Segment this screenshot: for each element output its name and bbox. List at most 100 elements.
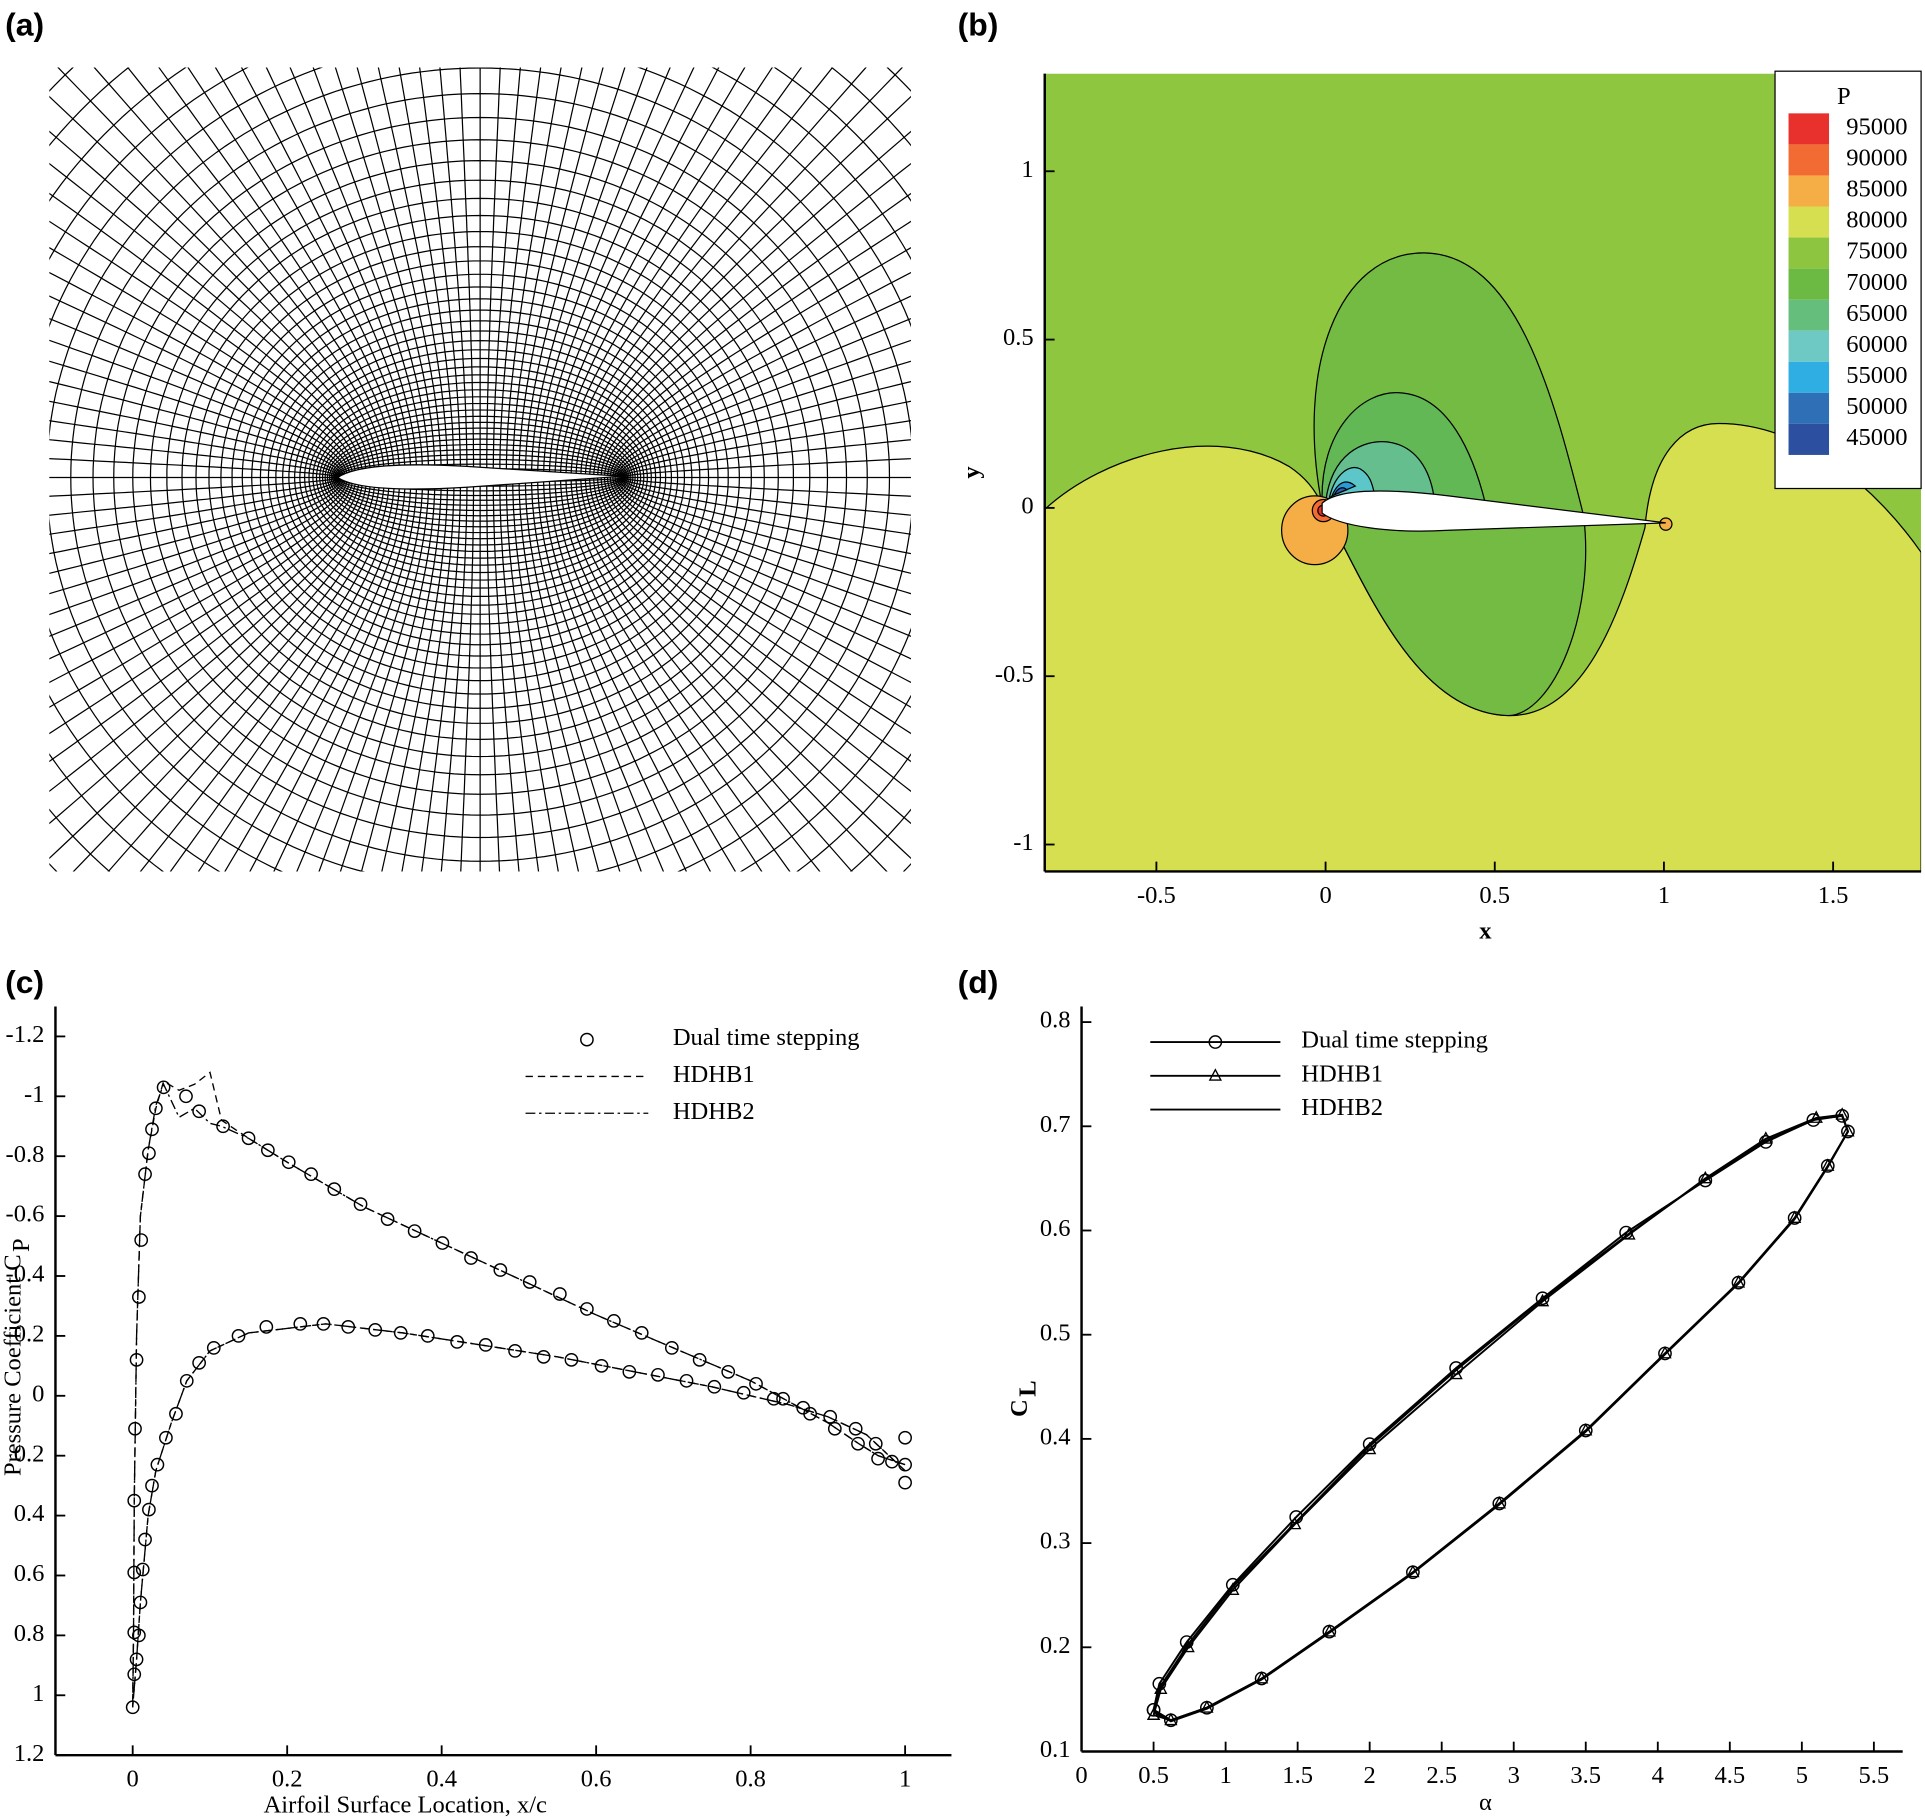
y-tick-label: -0.4 <box>6 1261 45 1288</box>
marker <box>1809 1110 1823 1123</box>
x-tick-label: 4 <box>1652 1762 1664 1789</box>
x-tick-label: 0 <box>1319 882 1331 909</box>
marker <box>1154 1681 1168 1694</box>
mesh-line <box>619 477 911 555</box>
marker <box>1759 1131 1773 1144</box>
marker <box>353 1197 368 1211</box>
mesh-line <box>606 477 911 684</box>
legend-marker <box>580 1032 594 1047</box>
mesh-line <box>518 477 600 872</box>
mesh-line <box>499 477 540 872</box>
marker <box>1698 1173 1713 1188</box>
colorbar-swatch <box>1788 237 1830 269</box>
x-tick-label: 3 <box>1508 1762 1520 1789</box>
marker <box>464 1251 478 1265</box>
x-tick-label: 0 <box>1075 1762 1087 1789</box>
colorbar-swatch <box>1788 423 1830 455</box>
mesh-line <box>554 67 746 478</box>
panel-label: (d) <box>958 964 999 1000</box>
y-tick-label: 0.3 <box>1040 1528 1071 1555</box>
mesh-line <box>596 477 911 763</box>
mesh-line <box>554 477 737 872</box>
y-tick-label: 0.8 <box>1040 1007 1071 1034</box>
mesh-line <box>187 67 401 478</box>
series-line <box>1152 1114 1850 1722</box>
marker <box>536 1349 551 1364</box>
series-line <box>131 1082 906 1708</box>
mesh-line <box>49 477 343 574</box>
mesh-line <box>609 477 911 660</box>
marker <box>156 1080 171 1095</box>
mesh-line <box>49 477 339 516</box>
colorbar-swatch <box>1788 299 1830 331</box>
x-tick-label: 5 <box>1796 1762 1808 1789</box>
x-tick-label: 0 <box>127 1766 139 1793</box>
mesh-line <box>360 477 442 872</box>
marker <box>281 1155 296 1170</box>
mesh-line <box>49 477 341 555</box>
mesh-line <box>318 477 430 872</box>
y-tick-label: 0 <box>1021 493 1033 520</box>
x-axis-label: α <box>1479 1789 1492 1816</box>
y-tick-label: 0.2 <box>1040 1632 1071 1659</box>
marker <box>260 1143 275 1158</box>
y-tick-label: -0.6 <box>6 1201 45 1228</box>
mesh-line <box>530 67 648 478</box>
airfoil <box>336 464 623 490</box>
marker <box>169 1406 183 1421</box>
x-tick-label: 1.5 <box>1282 1762 1313 1789</box>
mesh-line <box>356 67 442 478</box>
mesh-line <box>612 477 911 637</box>
x-tick-label: 4.5 <box>1714 1762 1745 1789</box>
y-axis-label-subscript: L <box>1015 1380 1042 1396</box>
marker <box>823 1409 838 1424</box>
mesh-line <box>589 130 911 478</box>
mesh-line <box>584 477 911 860</box>
mesh-line <box>49 360 344 478</box>
marker <box>125 1700 140 1715</box>
y-tick-label: 0.1 <box>1040 1736 1071 1763</box>
mesh-line <box>197 477 401 872</box>
colorbar-swatch <box>1788 392 1830 424</box>
mesh-line <box>619 400 911 478</box>
mesh-line <box>421 477 462 872</box>
mesh-line <box>419 67 462 478</box>
x-tick-label: 0.4 <box>426 1766 457 1793</box>
y-tick-label: 0.5 <box>1003 324 1034 351</box>
marker <box>304 1167 318 1182</box>
marker <box>159 1430 173 1445</box>
mesh-line <box>49 477 344 595</box>
y-tick-label: 0.5 <box>1040 1319 1071 1346</box>
y-axis-label: y <box>958 466 985 479</box>
mesh-line <box>548 67 720 478</box>
x-tick-label: 0.5 <box>1479 882 1510 909</box>
mesh-line <box>621 439 911 478</box>
mesh-line <box>49 477 372 825</box>
marker <box>692 1352 707 1367</box>
marker <box>216 1119 230 1134</box>
x-tick-label: 5.5 <box>1859 1762 1890 1789</box>
mesh-line <box>492 477 520 872</box>
mesh-line <box>107 477 385 872</box>
mesh-line <box>339 477 436 872</box>
marker <box>259 1320 274 1334</box>
marker <box>607 1314 621 1328</box>
x-tick-label: 1 <box>899 1766 911 1793</box>
marker <box>231 1329 246 1343</box>
mesh-line <box>127 67 390 478</box>
legend-marker <box>1208 1068 1222 1081</box>
series-line <box>1152 1114 1850 1723</box>
marker <box>871 1451 885 1466</box>
marker <box>134 1233 149 1247</box>
colorbar-swatch <box>1788 144 1830 176</box>
mesh-line <box>296 477 424 872</box>
mesh-line <box>459 67 475 478</box>
mesh-line <box>49 339 346 478</box>
mesh-line <box>486 477 501 872</box>
contour-region <box>1044 422 1922 872</box>
mesh-line <box>265 67 418 478</box>
mesh-line <box>49 439 339 478</box>
mesh-line <box>49 477 351 660</box>
mesh-line <box>609 295 911 478</box>
marker <box>898 1430 912 1445</box>
